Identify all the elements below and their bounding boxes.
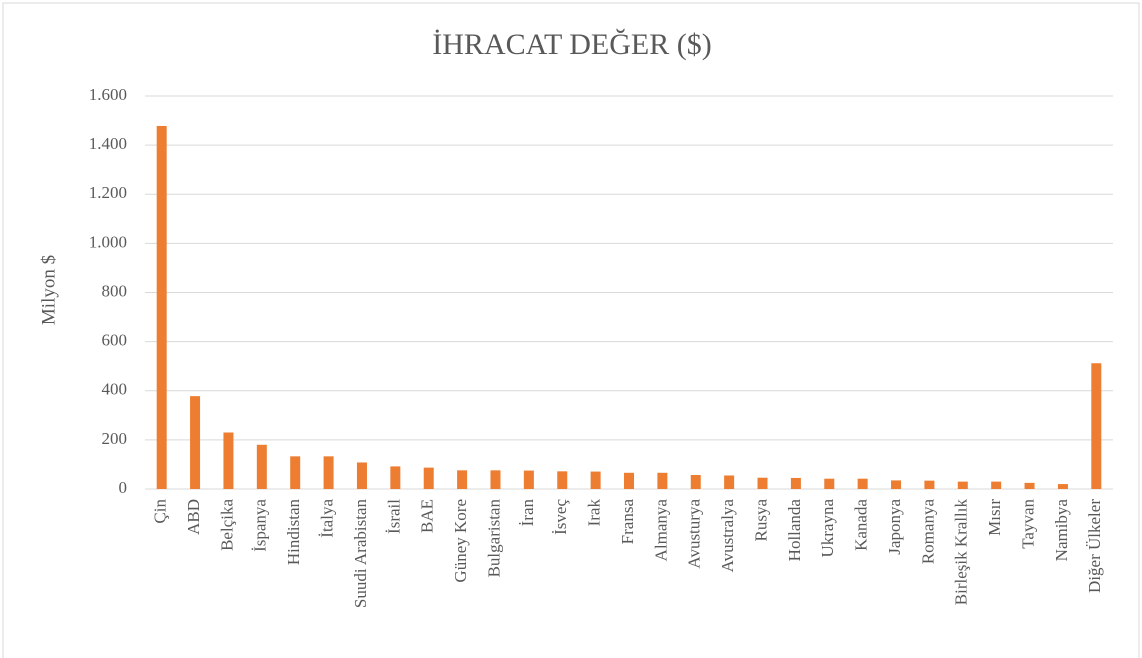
bar (590, 471, 601, 489)
x-tick-label: Irak (585, 499, 604, 527)
x-tick-label: İtalya (317, 499, 336, 538)
x-tick-label: Birleşik Krallık (952, 499, 971, 606)
bar (223, 432, 234, 489)
y-tick-label: 800 (102, 281, 128, 300)
bar (724, 475, 735, 489)
bar (1057, 484, 1068, 489)
x-tick-label: Güney Kore (451, 499, 470, 583)
x-tick-label: Tayvan (1018, 499, 1037, 549)
x-tick-label: BAE (418, 499, 437, 533)
x-tick-label: İspanya (251, 499, 270, 552)
x-tick-label: Kanada (852, 499, 871, 551)
x-tick-label: Hindistan (284, 499, 303, 566)
bar (256, 444, 267, 489)
x-tick-label: Diğer Ülkeler (1085, 499, 1104, 593)
y-tick-label: 1.000 (89, 232, 127, 251)
x-tick-label: ABD (184, 499, 203, 535)
bar (290, 456, 301, 489)
x-tick-label: Japonya (885, 499, 904, 555)
x-tick-label: İsrail (384, 499, 403, 534)
bar (991, 481, 1002, 489)
y-tick-label: 1.600 (89, 85, 127, 104)
bar (891, 480, 902, 489)
bar (757, 477, 768, 489)
bar (790, 477, 801, 489)
bar (390, 466, 401, 489)
x-tick-label: Mısır (985, 499, 1004, 536)
y-tick-label: 400 (102, 380, 128, 399)
x-tick-label: Belçika (217, 499, 236, 551)
bar (190, 396, 201, 489)
bar (924, 480, 935, 489)
x-tick-label: Suudi Arabistan (351, 499, 370, 609)
x-tick-label: Avustralya (718, 499, 737, 573)
bar (657, 472, 668, 489)
bar (490, 470, 501, 489)
x-tick-label: Rusya (751, 499, 770, 542)
x-tick-label: Fransa (618, 499, 637, 545)
y-tick-label: 0 (119, 478, 128, 497)
y-axis-label: Milyon $ (38, 255, 59, 325)
bar (824, 478, 835, 489)
y-tick-label: 600 (102, 331, 128, 350)
bar (423, 467, 434, 489)
x-tick-label: Çin (151, 499, 170, 524)
bar (957, 481, 968, 489)
bar (356, 462, 367, 489)
x-tick-label: Hollanda (785, 499, 804, 562)
y-tick-label: 1.400 (89, 134, 127, 153)
x-tick-label: Romanya (918, 499, 937, 565)
bar (1024, 482, 1035, 489)
bar (1091, 363, 1102, 489)
y-tick-label: 200 (102, 429, 128, 448)
x-tick-label: Almanya (651, 499, 670, 562)
x-tick-label: Avusturya (685, 499, 704, 569)
x-tick-label: Bulgaristan (484, 499, 503, 578)
x-tick-label: İran (518, 499, 537, 527)
bar (323, 456, 334, 489)
bar (690, 474, 701, 489)
x-tick-label: İsveç (551, 499, 570, 535)
x-tick-label: Namibya (1052, 499, 1071, 562)
bar (523, 470, 534, 489)
x-tick-label: Ukrayna (818, 499, 837, 558)
y-tick-label: 1.200 (89, 183, 127, 202)
bar (557, 471, 568, 489)
bar (624, 472, 634, 489)
bar (156, 125, 167, 489)
chart-title: İHRACAT DEĞER ($) (432, 28, 711, 61)
bar (857, 478, 868, 489)
bar (457, 470, 468, 489)
